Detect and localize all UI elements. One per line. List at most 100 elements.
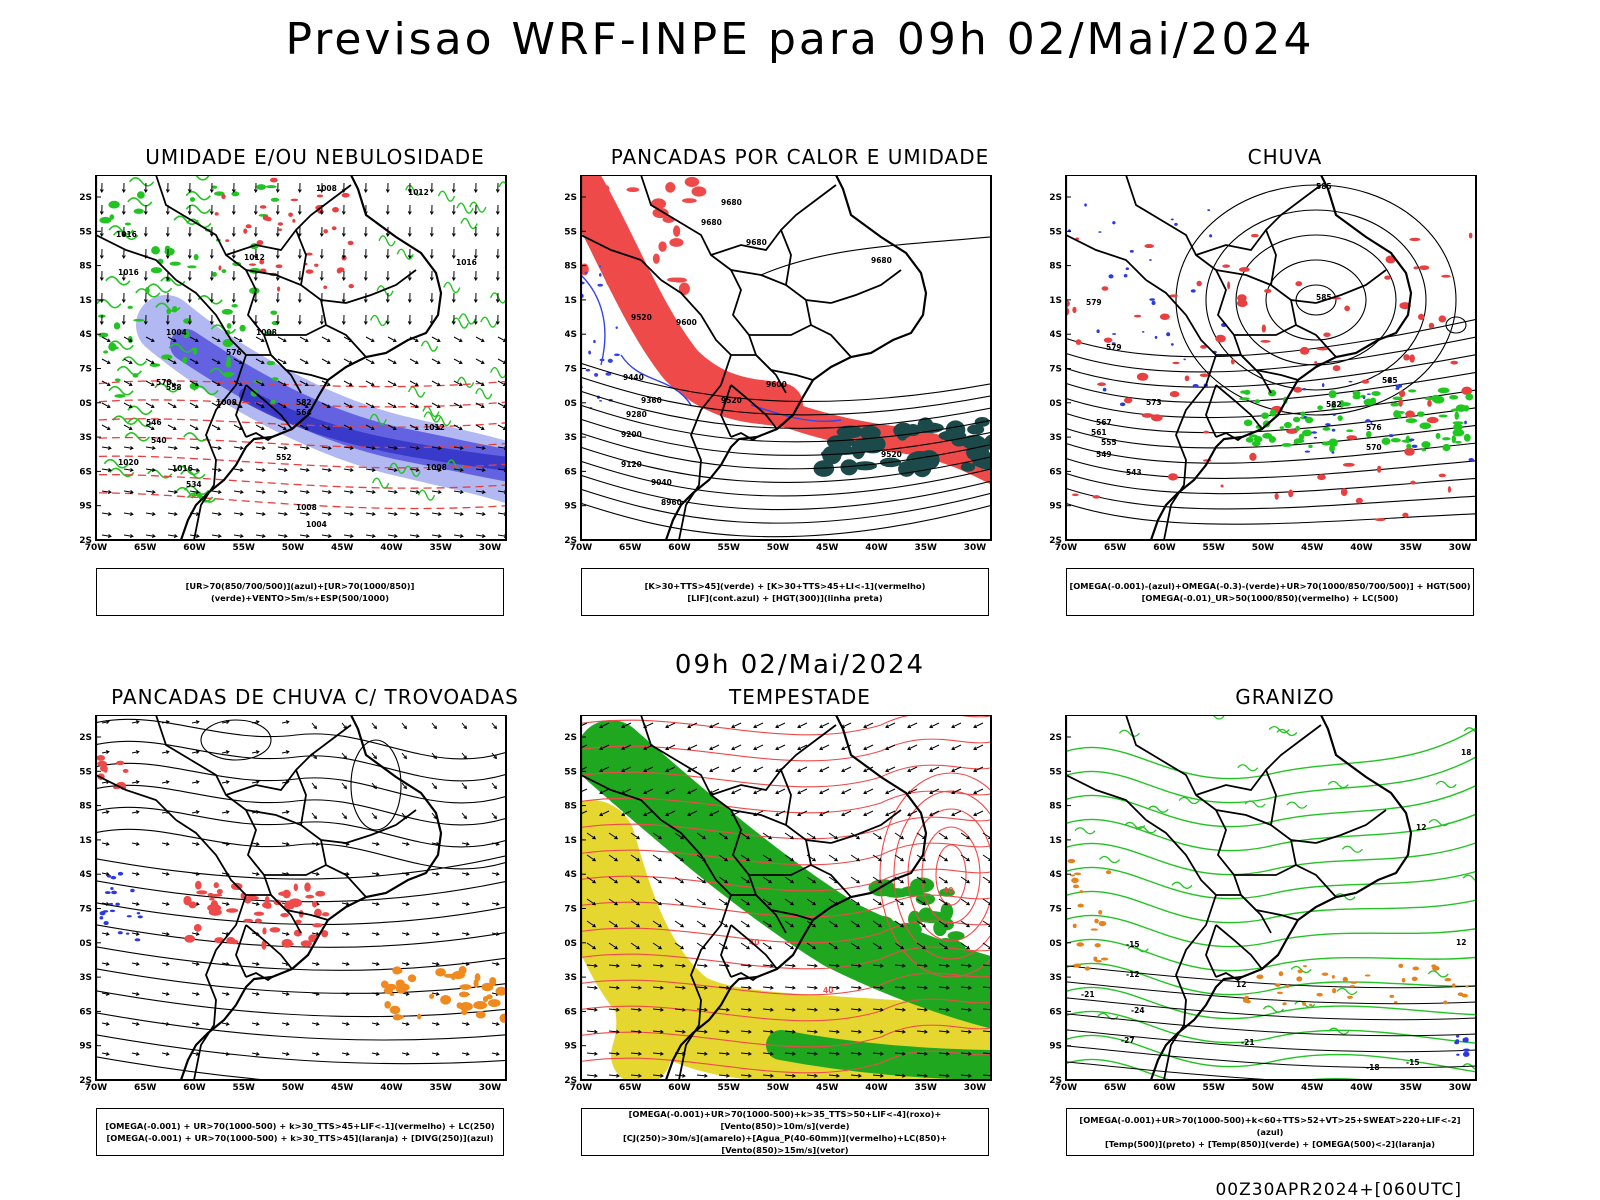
lat-tick-label: 39S xyxy=(565,1042,577,1052)
panel-legend: [K>30+TTS>45](verde) + [K>30+TTS>45+LI<-… xyxy=(581,568,989,616)
lat-tick-label: 21S xyxy=(1050,296,1062,306)
lat-tick-label: 12S xyxy=(80,733,92,743)
contour-label: 555 xyxy=(1101,438,1117,447)
map-plot: 40 40 40 12S 15S 18S 21S 24S 27S 30S 33S 36S 39S 42S7… xyxy=(565,715,992,1093)
lon-tick-label: 40W xyxy=(380,1083,403,1093)
lat-tick-label: 36S xyxy=(80,1007,92,1017)
lat-tick-label: 18S xyxy=(80,262,92,272)
lon-tick-label: 55W xyxy=(1203,1083,1226,1093)
lon-tick-label: 60W xyxy=(1153,1083,1176,1093)
contour-label: -15 xyxy=(1126,940,1140,949)
lat-tick-label: 33S xyxy=(565,433,577,443)
lon-tick-label: 45W xyxy=(816,543,839,553)
panel-title: TEMPESTADE xyxy=(729,685,871,709)
contour-label: 40 xyxy=(749,938,759,947)
panel-legend: [OMEGA(-0.001) + UR>70(1000-500) + k>30_… xyxy=(96,1108,504,1156)
map-frame xyxy=(1065,715,1477,1081)
lon-tick-label: 45W xyxy=(1301,543,1324,553)
lat-tick-label: 27S xyxy=(1050,905,1062,915)
panel-pancadas-calor: PANCADAS POR CALOR E UMIDADE 9680 9680 968… xyxy=(565,145,1035,616)
lat-tick-label: 30S xyxy=(80,939,92,949)
legend-line: [OMEGA(-0.001)+UR>70(1000-500)+k>35_TTS>… xyxy=(628,1109,942,1131)
map-frame xyxy=(95,175,507,541)
lat-tick-label: 33S xyxy=(565,973,577,983)
lon-tick-label: 30W xyxy=(479,543,502,553)
lat-tick-label: 42S xyxy=(80,536,92,546)
contour-label: 9440 xyxy=(623,373,644,382)
lat-tick-label: 15S xyxy=(565,227,577,237)
contour-label: 582 xyxy=(1326,400,1342,409)
legend-line: [UR>70(850/700/500)](azul)+[UR>70(1000/8… xyxy=(185,581,415,603)
contour-label: 9040 xyxy=(651,478,672,487)
lat-tick-label: 24S xyxy=(1050,870,1062,880)
lat-tick-label: 15S xyxy=(1050,227,1062,237)
lat-tick-label: 36S xyxy=(565,467,577,477)
contour-label: 546 xyxy=(146,418,162,427)
contour-label: 9520 xyxy=(631,313,652,322)
contour-label: 12 xyxy=(1416,823,1426,832)
lat-tick-label: 33S xyxy=(1050,973,1062,983)
lat-tick-label: 36S xyxy=(565,1007,577,1017)
lon-tick-label: 65W xyxy=(619,1083,642,1093)
lat-tick-label: 12S xyxy=(565,193,577,203)
lon-tick-label: 65W xyxy=(134,543,157,553)
lon-tick-label: 60W xyxy=(183,1083,206,1093)
contour-label: 9680 xyxy=(746,238,767,247)
map-frame xyxy=(1065,175,1477,541)
lat-tick-label: 24S xyxy=(80,330,92,340)
contour-label: 549 xyxy=(1096,450,1112,459)
lon-tick-label: 40W xyxy=(380,543,403,553)
contour-label: -15 xyxy=(1406,1058,1420,1067)
panel-legend: [OMEGA(-0.001)+UR>70(1000-500)+k<60+TTS>… xyxy=(1066,1108,1474,1156)
lat-tick-label: 27S xyxy=(565,365,577,375)
lat-tick-label: 39S xyxy=(1050,1042,1062,1052)
lon-tick-label: 40W xyxy=(865,543,888,553)
lat-tick-label: 42S xyxy=(80,1076,92,1086)
lon-tick-label: 50W xyxy=(1252,543,1275,553)
contour-label: 9600 xyxy=(676,318,697,327)
contour-label: -27 xyxy=(1121,1036,1135,1045)
contour-label: 9280 xyxy=(626,410,647,419)
map-plot: 18 12 12 -15 -12 -21 -24 -27 -21 -18 -15 12 12S 15S 18… xyxy=(1050,715,1477,1093)
lat-tick-label: 24S xyxy=(565,330,577,340)
panel-title: PANCADAS POR CALOR E UMIDADE xyxy=(610,145,990,169)
lon-tick-label: 65W xyxy=(1104,543,1127,553)
panel-title: CHUVA xyxy=(1247,145,1323,169)
lon-tick-label: 60W xyxy=(668,543,691,553)
lon-tick-label: 70W xyxy=(85,543,108,553)
lat-tick-label: 39S xyxy=(1050,502,1062,512)
lon-tick-label: 35W xyxy=(915,543,938,553)
lat-tick-label: 15S xyxy=(565,767,577,777)
lon-tick-label: 65W xyxy=(619,543,642,553)
lat-tick-label: 36S xyxy=(80,467,92,477)
contour-label: -21 xyxy=(1241,1038,1255,1047)
coastline xyxy=(96,175,443,540)
lon-tick-label: 70W xyxy=(1055,1083,1078,1093)
lat-tick-label: 33S xyxy=(80,973,92,983)
lon-tick-label: 60W xyxy=(183,543,206,553)
lon-tick-label: 40W xyxy=(1350,543,1373,553)
lat-tick-label: 36S xyxy=(1050,467,1062,477)
lat-tick-label: 21S xyxy=(565,836,577,846)
legend-line: [CJ(250)>30m/s](amarelo)+[Agua_P(40-60mm… xyxy=(622,1133,948,1155)
legend-line: [OMEGA(-0.001) + UR>70(1000-500) + k>30_… xyxy=(106,1133,494,1143)
lat-tick-label: 30S xyxy=(1050,939,1062,949)
contour-label: -24 xyxy=(1131,1006,1145,1015)
contour-label: 561 xyxy=(1091,428,1107,437)
contour-label: 1004 xyxy=(306,520,327,529)
lon-tick-label: 55W xyxy=(1203,543,1226,553)
lat-tick-label: 36S xyxy=(1050,1007,1062,1017)
lon-tick-label: 45W xyxy=(331,543,354,553)
lon-tick-label: 65W xyxy=(1104,1083,1127,1093)
lon-tick-label: 55W xyxy=(718,543,741,553)
run-time-label: 00Z30APR2024+[060UTC] xyxy=(1215,1180,1462,1200)
lon-tick-label: 30W xyxy=(964,543,987,553)
map-plot: 9680 9680 9680 9680 9520 9600 9440 9360 9280 9200… xyxy=(565,175,992,553)
lon-tick-label: 35W xyxy=(430,1083,453,1093)
contour-label: 1008 xyxy=(316,184,337,193)
contour-label: 579 xyxy=(1086,298,1102,307)
legend-line: [OMEGA(-0.01)_UR>50(1000/850)(vermelho) … xyxy=(1141,593,1399,603)
lat-tick-label: 18S xyxy=(1050,802,1062,812)
lon-tick-label: 50W xyxy=(282,1083,305,1093)
